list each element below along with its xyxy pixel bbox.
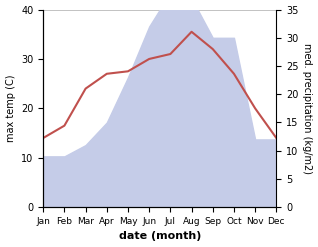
Y-axis label: max temp (C): max temp (C) — [5, 75, 16, 142]
X-axis label: date (month): date (month) — [119, 231, 201, 242]
Y-axis label: med. precipitation (kg/m2): med. precipitation (kg/m2) — [302, 43, 313, 174]
